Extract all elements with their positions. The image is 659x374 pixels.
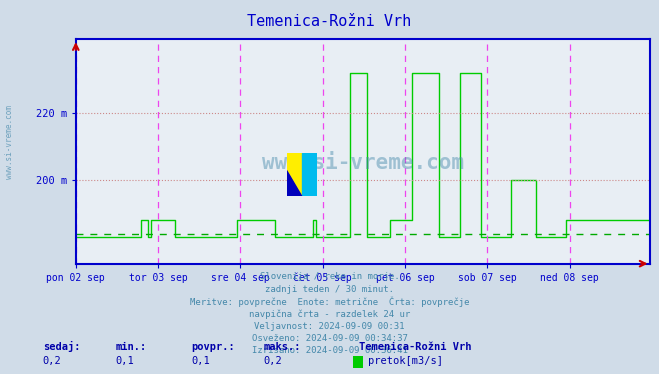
Text: pretok[m3/s]: pretok[m3/s] <box>368 356 443 366</box>
Text: maks.:: maks.: <box>264 342 301 352</box>
Polygon shape <box>287 171 302 196</box>
Text: 0,1: 0,1 <box>115 356 134 366</box>
Text: Slovenija / reke in morje.: Slovenija / reke in morje. <box>260 272 399 281</box>
Text: 0,2: 0,2 <box>43 356 61 366</box>
Text: sedaj:: sedaj: <box>43 341 80 352</box>
Text: www.si-vreme.com: www.si-vreme.com <box>5 105 14 179</box>
Text: Meritve: povprečne  Enote: metrične  Črta: povprečje: Meritve: povprečne Enote: metrične Črta:… <box>190 297 469 307</box>
Text: navpična črta - razdelek 24 ur: navpična črta - razdelek 24 ur <box>249 309 410 319</box>
Text: Osveženo: 2024-09-09 00:34:37: Osveženo: 2024-09-09 00:34:37 <box>252 334 407 343</box>
Text: 0,2: 0,2 <box>264 356 282 366</box>
Text: povpr.:: povpr.: <box>191 342 235 352</box>
Text: Veljavnost: 2024-09-09 00:31: Veljavnost: 2024-09-09 00:31 <box>254 322 405 331</box>
Polygon shape <box>302 153 317 196</box>
Text: Temenica-Rožni Vrh: Temenica-Rožni Vrh <box>359 342 472 352</box>
Text: Izrisano: 2024-09-09 00:36:41: Izrisano: 2024-09-09 00:36:41 <box>252 346 407 355</box>
Text: 0,1: 0,1 <box>191 356 210 366</box>
Text: min.:: min.: <box>115 342 146 352</box>
Text: zadnji teden / 30 minut.: zadnji teden / 30 minut. <box>265 285 394 294</box>
Text: www.si-vreme.com: www.si-vreme.com <box>262 153 464 173</box>
Polygon shape <box>287 153 302 196</box>
Text: Temenica-Rožni Vrh: Temenica-Rožni Vrh <box>247 14 412 29</box>
